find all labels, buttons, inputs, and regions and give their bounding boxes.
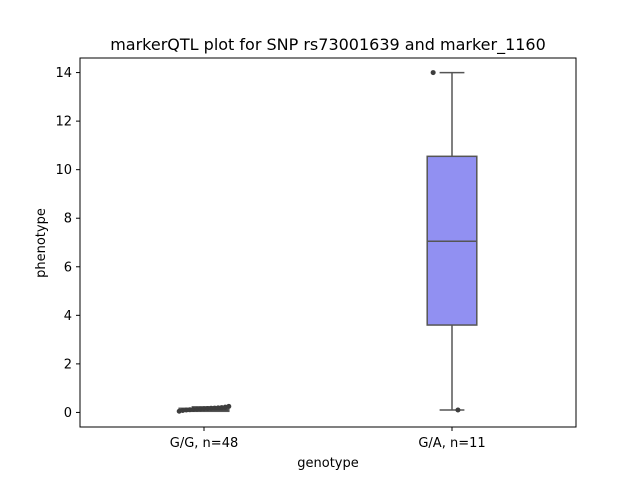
outlier-point (190, 407, 196, 413)
x-tick-label: G/A, n=11 (418, 436, 485, 451)
outlier-point (208, 405, 214, 411)
box-group (426, 70, 478, 413)
outlier-point (226, 403, 232, 409)
y-tick-label: 4 (64, 309, 72, 324)
outlier-point (197, 406, 203, 412)
box-group (176, 403, 232, 414)
chart-title: markerQTL plot for SNP rs73001639 and ma… (110, 35, 546, 55)
y-tick-label: 10 (55, 163, 72, 178)
y-tick-label: 6 (64, 260, 72, 275)
y-axis-label: phenotype (34, 208, 49, 278)
plot-frame (79, 57, 577, 428)
outlier-point (212, 405, 218, 411)
y-tick-label: 14 (55, 66, 72, 81)
y-tick-label: 2 (64, 357, 72, 372)
outlier-point (201, 406, 207, 412)
outlier-point (455, 407, 461, 413)
x-tick-label: G/G, n=48 (170, 436, 238, 451)
y-tick-label: 8 (64, 212, 72, 227)
outlier-point (183, 407, 189, 413)
outlier-point (187, 407, 193, 413)
outlier-point (215, 405, 221, 411)
outlier-point (194, 406, 200, 412)
outlier-point (205, 406, 211, 412)
outlier-point (430, 70, 436, 76)
x-axis-label: genotype (297, 456, 358, 471)
y-tick-label: 12 (55, 115, 72, 130)
y-tick-label: 0 (64, 406, 72, 421)
